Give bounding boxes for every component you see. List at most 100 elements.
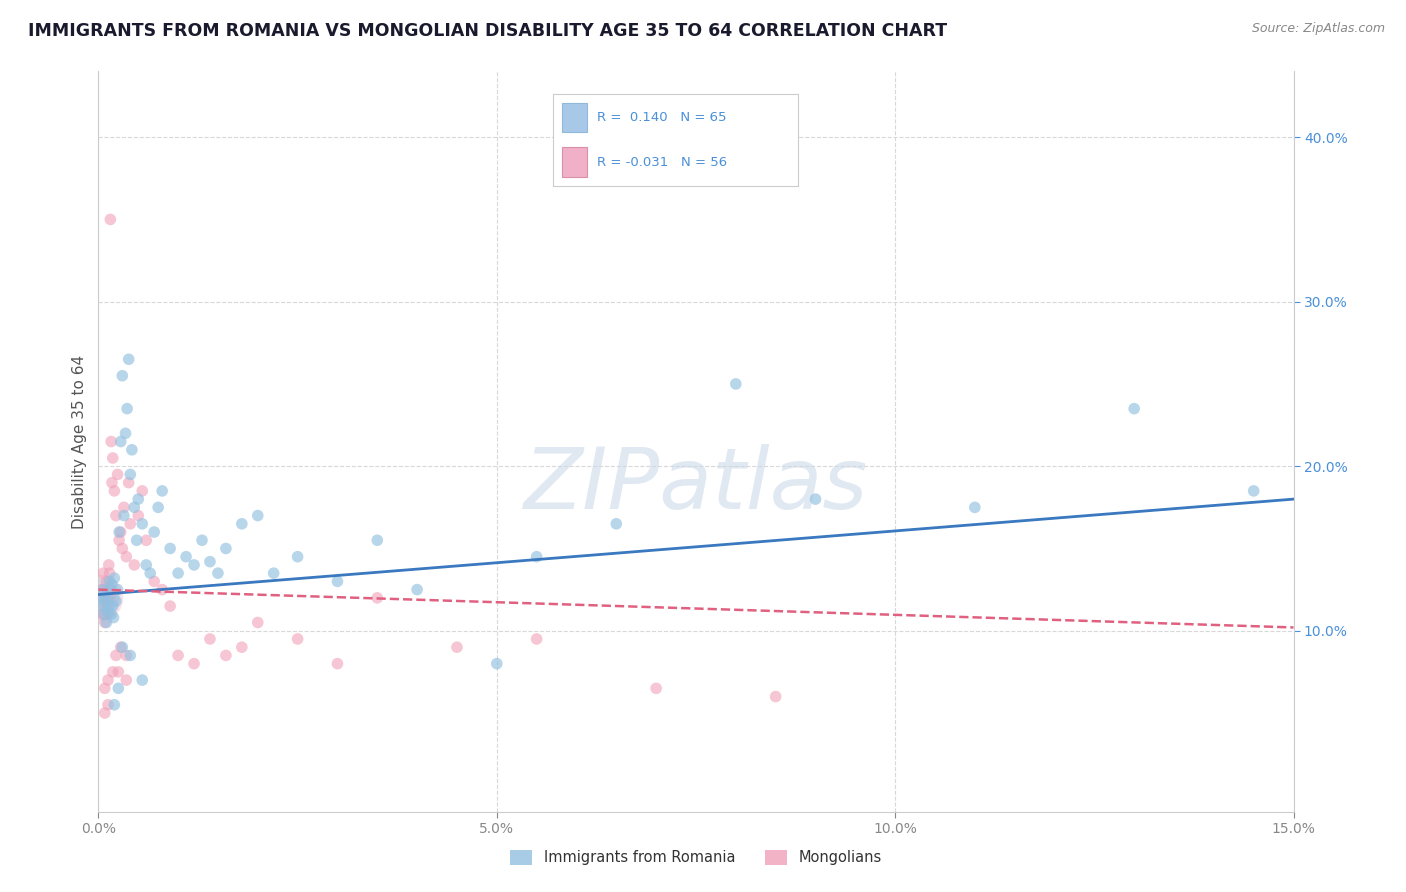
Point — [159, 599, 181, 613]
Point — [150, 483, 173, 498]
Point — [94, 588, 117, 602]
Point — [167, 566, 190, 581]
Point — [191, 533, 214, 548]
Point — [97, 607, 120, 622]
Point — [115, 648, 138, 663]
Point — [94, 599, 117, 613]
Point — [131, 516, 153, 531]
Point — [148, 500, 170, 515]
Point — [108, 533, 131, 548]
Point — [207, 566, 229, 581]
Text: ZIPatlas: ZIPatlas — [524, 444, 868, 527]
Point — [93, 607, 115, 622]
Point — [107, 467, 129, 482]
Point — [111, 541, 134, 556]
Point — [98, 212, 122, 227]
Text: Source: ZipAtlas.com: Source: ZipAtlas.com — [1251, 22, 1385, 36]
Point — [231, 516, 253, 531]
Point — [645, 681, 668, 696]
Point — [94, 615, 117, 630]
Point — [114, 426, 136, 441]
Point — [326, 657, 349, 671]
Point — [125, 533, 148, 548]
Point — [765, 690, 787, 704]
Point — [96, 582, 118, 597]
Point — [94, 594, 117, 608]
Point — [1243, 483, 1265, 498]
Point — [103, 483, 125, 498]
Point — [131, 483, 153, 498]
Point — [127, 508, 149, 523]
Point — [135, 558, 157, 572]
Point — [118, 352, 141, 367]
Point — [159, 541, 181, 556]
Point — [246, 508, 269, 523]
Point — [103, 610, 125, 624]
Point — [150, 582, 173, 597]
Point — [124, 500, 146, 515]
Point — [101, 475, 124, 490]
Point — [104, 508, 127, 523]
Point — [366, 591, 388, 605]
Point — [183, 657, 205, 671]
Point — [89, 591, 111, 605]
Point — [804, 492, 827, 507]
Point — [101, 577, 124, 591]
Point — [231, 640, 253, 655]
Point — [526, 632, 548, 646]
Point — [93, 591, 115, 605]
Point — [139, 566, 162, 581]
Point — [485, 657, 508, 671]
Point — [112, 500, 135, 515]
Point — [724, 376, 747, 391]
Point — [1123, 401, 1146, 416]
Point — [107, 665, 129, 679]
Point — [94, 681, 117, 696]
Point — [101, 599, 124, 613]
Point — [96, 615, 118, 630]
Point — [124, 558, 146, 572]
Point — [446, 640, 468, 655]
Point — [97, 591, 120, 605]
Point — [326, 574, 349, 589]
Point — [127, 492, 149, 507]
Point — [90, 591, 112, 605]
Point — [366, 533, 388, 548]
Point — [135, 533, 157, 548]
Point — [108, 524, 131, 539]
Point — [98, 566, 121, 581]
Point — [143, 574, 166, 589]
Point — [97, 558, 120, 572]
Point — [96, 604, 118, 618]
Text: IMMIGRANTS FROM ROMANIA VS MONGOLIAN DISABILITY AGE 35 TO 64 CORRELATION CHART: IMMIGRANTS FROM ROMANIA VS MONGOLIAN DIS… — [28, 22, 948, 40]
Point — [98, 591, 122, 605]
Point — [111, 368, 134, 383]
Point — [263, 566, 285, 581]
Point — [215, 541, 238, 556]
Point — [110, 524, 132, 539]
Point — [97, 599, 120, 613]
Point — [104, 648, 127, 663]
Y-axis label: Disability Age 35 to 64: Disability Age 35 to 64 — [72, 354, 87, 529]
Point — [198, 555, 221, 569]
Point — [174, 549, 197, 564]
Point — [120, 648, 142, 663]
Point — [526, 549, 548, 564]
Point — [115, 549, 138, 564]
Point — [104, 594, 127, 608]
Point — [103, 698, 125, 712]
Point — [110, 640, 132, 655]
Point — [101, 450, 124, 465]
Point — [107, 681, 129, 696]
Point — [112, 508, 135, 523]
Point — [115, 673, 138, 687]
Point — [246, 615, 269, 630]
Point — [91, 599, 114, 613]
Point — [143, 524, 166, 539]
Point — [103, 571, 125, 585]
Point — [91, 607, 114, 622]
Point — [91, 566, 114, 581]
Point — [120, 516, 142, 531]
Point — [215, 648, 238, 663]
Point — [406, 582, 429, 597]
